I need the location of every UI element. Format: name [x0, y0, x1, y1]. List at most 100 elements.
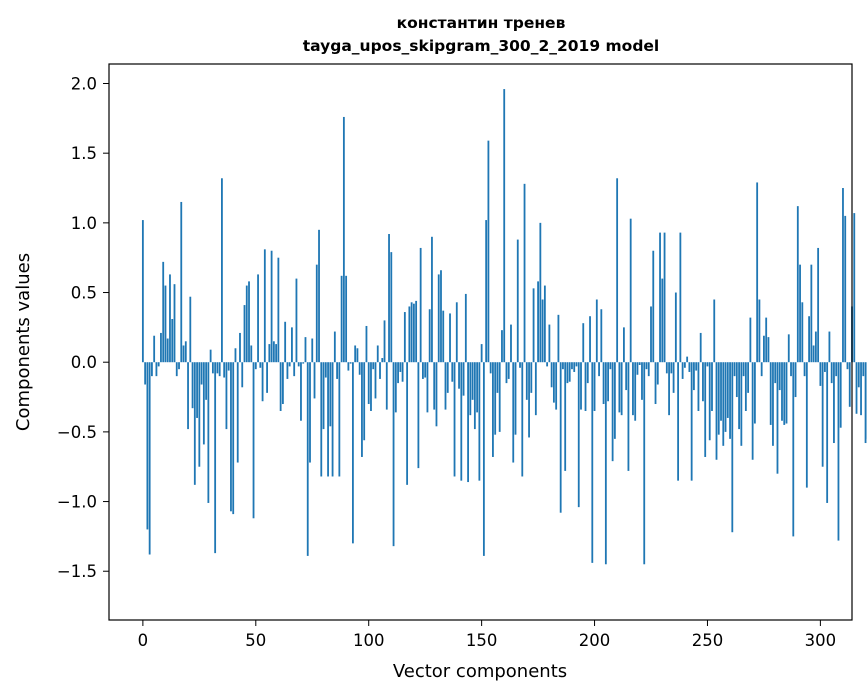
bar: [738, 362, 740, 430]
bar: [862, 362, 865, 377]
bar: [699, 332, 702, 363]
bar: [272, 341, 275, 363]
bar: [830, 362, 833, 384]
bar: [555, 362, 558, 410]
bar: [557, 314, 560, 363]
bar: [496, 362, 499, 393]
bar: [180, 201, 183, 363]
bar: [419, 247, 422, 363]
bar: [492, 362, 494, 457]
bar: [230, 362, 232, 512]
bar: [394, 362, 397, 413]
bar: [735, 362, 738, 398]
bar: [568, 362, 571, 382]
chart-subtitle: tayga_upos_skipgram_300_2_2019 model: [303, 37, 660, 55]
bar: [765, 317, 768, 363]
bar: [306, 362, 309, 556]
x-axis-label: Vector components: [393, 661, 567, 682]
bar: [668, 362, 670, 416]
bar: [826, 362, 829, 503]
bar: [812, 345, 815, 363]
bar: [329, 362, 332, 427]
bar: [193, 362, 196, 485]
bar: [855, 362, 858, 414]
bar: [731, 362, 734, 533]
bar: [417, 362, 420, 469]
y-axis-label: Components values: [13, 253, 34, 431]
bar: [428, 309, 431, 363]
bar: [374, 362, 377, 399]
bar: [498, 362, 501, 432]
bar: [455, 302, 458, 363]
bar: [808, 316, 810, 363]
bar: [336, 362, 338, 379]
bar: [324, 362, 327, 378]
bar: [288, 362, 291, 367]
bar: [564, 362, 567, 471]
bar: [654, 362, 657, 405]
bar: [205, 362, 208, 400]
bar: [478, 362, 481, 481]
x-tick-label: 200: [579, 631, 611, 650]
bar: [589, 316, 591, 363]
bar: [471, 362, 474, 400]
bar: [397, 362, 399, 384]
bar: [697, 362, 700, 411]
x-tick-label: 150: [466, 631, 498, 650]
bar: [634, 362, 637, 421]
bar: [613, 362, 616, 439]
bar: [742, 362, 745, 377]
bar: [243, 305, 246, 363]
bar: [846, 362, 849, 370]
bar: [437, 274, 440, 363]
bar: [688, 362, 691, 372]
bar: [347, 362, 350, 371]
bar: [805, 362, 808, 488]
bar: [772, 362, 774, 446]
bar: [632, 362, 634, 416]
bar: [268, 344, 271, 363]
y-tick-label: −0.5: [57, 423, 97, 442]
bar: [787, 334, 790, 363]
bar: [690, 362, 693, 481]
bar: [717, 362, 720, 435]
bar: [460, 362, 463, 481]
bar: [532, 288, 535, 363]
bar: [157, 362, 160, 367]
bar: [523, 183, 526, 363]
bar: [250, 345, 253, 363]
bar: [501, 330, 503, 363]
bar: [311, 338, 314, 363]
bar: [559, 362, 562, 513]
bar: [358, 362, 361, 375]
x-tick-label: 50: [245, 631, 266, 650]
bar: [281, 362, 284, 405]
bar: [293, 362, 296, 377]
bar: [744, 362, 747, 411]
bar: [636, 362, 639, 375]
bar: [839, 362, 842, 428]
bar: [202, 362, 205, 445]
bar: [189, 296, 192, 363]
bar: [476, 362, 479, 413]
bar: [767, 337, 770, 363]
bar: [148, 362, 151, 555]
bar: [760, 362, 763, 377]
bar: [763, 335, 765, 363]
bar: [683, 362, 686, 368]
bar: [313, 362, 316, 399]
bar: [426, 362, 429, 413]
bar: [695, 362, 698, 371]
bar: [562, 362, 564, 370]
bar: [449, 313, 451, 363]
bar: [595, 299, 598, 363]
bar: [623, 327, 625, 363]
bar: [713, 299, 716, 363]
bar: [144, 362, 147, 385]
bar: [848, 362, 851, 407]
y-tick-label: 2.0: [71, 75, 97, 94]
x-tick-label: 300: [805, 631, 837, 650]
bar: [552, 362, 555, 403]
bar: [415, 300, 418, 363]
